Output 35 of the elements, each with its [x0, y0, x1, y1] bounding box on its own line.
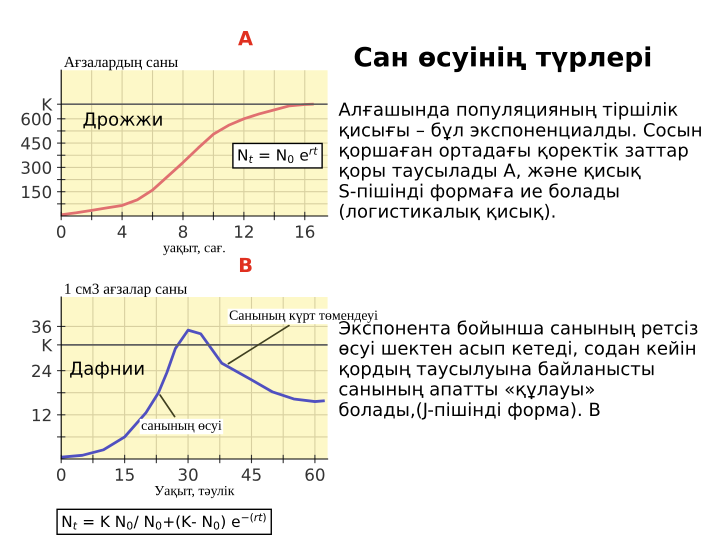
- y-tick-label: 300: [22, 161, 52, 174]
- x-tick-label: 16: [296, 225, 314, 238]
- y-axis-title: Ағзалардың саны: [64, 56, 178, 70]
- x-tick-label: 45: [242, 468, 261, 481]
- y-tick-label: K: [42, 339, 53, 352]
- annotation: Дрожжи: [83, 112, 162, 130]
- annotation: N$_{t}$ = N$_{0}$ e$^{rt}$: [238, 147, 318, 164]
- x-tick-label: 60: [305, 468, 324, 481]
- x-tick-label: 0: [56, 468, 66, 481]
- chart-title: A: [238, 31, 253, 46]
- y-tick-label: 24: [32, 364, 52, 377]
- x-tick-label: 0: [56, 225, 66, 238]
- y-tick-label: K: [42, 98, 53, 111]
- x-tick-label: 15: [116, 468, 134, 481]
- y-tick-label: 600: [22, 112, 52, 126]
- text: N$_{t}$ = K N$_{0}$/ N$_{0}$+(K- N$_{0}$) e$^{−(rt)}$: [62, 512, 266, 530]
- y-axis-title: 1 см3 ағзалар саны: [65, 284, 187, 297]
- annotation: Дафнии: [70, 362, 144, 379]
- annotation: Санының күрт төмендеуі: [230, 310, 378, 323]
- x-tick-label: 4: [118, 226, 126, 238]
- x-tick-label: 12: [235, 225, 253, 238]
- annotation: санының өсуі: [142, 420, 222, 433]
- text: Алғашында популяцияның тіршілік қисығы – бұл экспоненциалды. Сосын қоршаған ортадағы қоректік заттар қоры таусылады А, және қисық S-пішінді формаға ие болады (логистикалық қисық).: [338, 102, 701, 220]
- text: Сан өсуінің түрлері: [354, 46, 650, 72]
- y-tick-label: 36: [32, 320, 52, 334]
- text: Экспонента бойынша санының ретсіз өсуі шектен асып кетеді, содан кейін қордың таусылуына байланысты санының апатты «құлауы» болады,(J-пішінді форма). В: [339, 320, 698, 420]
- chart-title: B: [240, 258, 252, 272]
- y-tick-label: 150: [22, 186, 52, 198]
- y-tick-label: 12: [32, 408, 51, 422]
- y-tick-label: 450: [21, 137, 52, 150]
- x-axis-title: Уақыт, тәулік: [154, 486, 234, 498]
- line-series: [61, 328, 325, 459]
- x-axis-title: уақыт, сағ.: [163, 246, 225, 256]
- x-tick-label: 8: [178, 225, 188, 238]
- x-tick-label: 30: [178, 468, 198, 481]
